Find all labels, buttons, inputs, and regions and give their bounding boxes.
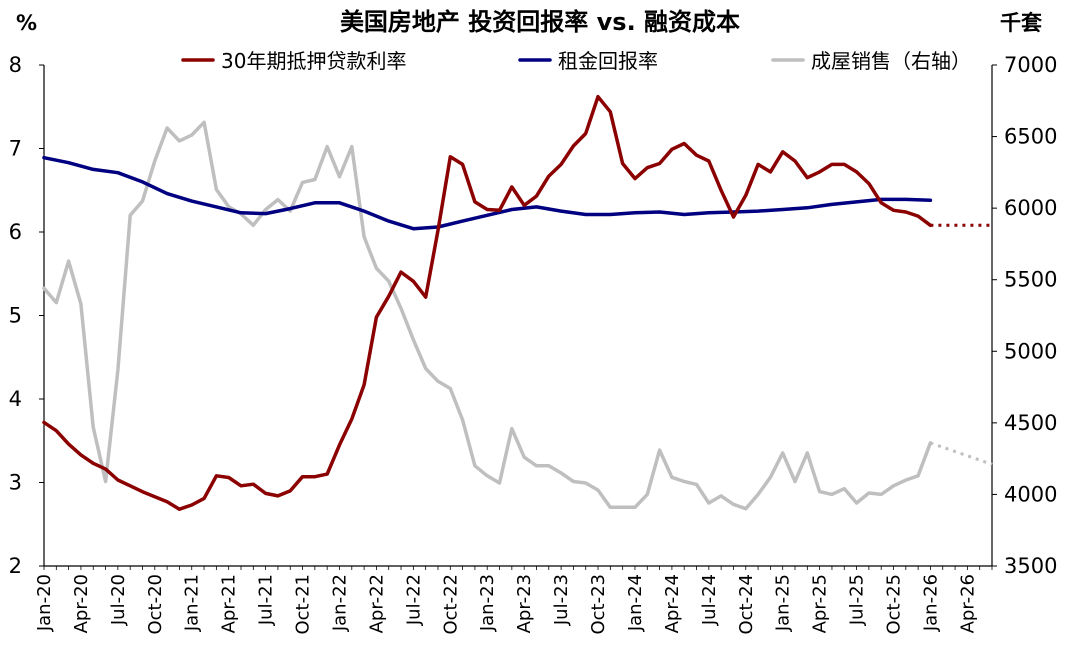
x-tick-label: Jan-25 — [773, 574, 794, 632]
x-tick-label: Jan-24 — [625, 574, 646, 632]
right-axis-unit: 千套 — [1000, 11, 1042, 35]
series-line-2 — [42, 120, 933, 511]
x-tick-label: Apr-26 — [957, 574, 978, 633]
left-tick-label: 6 — [9, 220, 22, 244]
x-tick-label: Oct-24 — [736, 574, 757, 635]
x-tick-label: Jul-25 — [847, 574, 868, 626]
legend: 30年期抵押贷款利率 租金回报率 成屋销售（右轴） — [181, 49, 971, 73]
series-line-1 — [42, 155, 933, 231]
x-tick-label: Jan-22 — [329, 574, 350, 632]
series-projection-2 — [929, 441, 993, 466]
x-tick-label: Oct-20 — [145, 574, 166, 635]
right-tick-label: 4000 — [1004, 482, 1057, 506]
x-tick-label: Apr-23 — [514, 574, 535, 633]
left-tick-label: 2 — [9, 554, 22, 578]
series-line-0 — [42, 94, 933, 511]
x-tick-label: Oct-25 — [884, 574, 905, 635]
x-tick-label: Apr-20 — [71, 574, 92, 633]
left-axis-unit: % — [16, 11, 37, 35]
x-tick-label: Jul-23 — [551, 574, 572, 626]
left-tick-label: 5 — [9, 304, 22, 328]
x-tick-label: Apr-24 — [662, 574, 683, 633]
left-tick-label: 8 — [9, 53, 22, 77]
x-tick-label: Jul-21 — [256, 574, 277, 626]
right-tick-label: 5000 — [1004, 339, 1057, 363]
x-tick-label: Apr-21 — [219, 574, 240, 633]
chart-title: 美国房地产 投资回报率 vs. 融资成本 — [340, 8, 740, 36]
x-tick-label: Jan-20 — [34, 574, 55, 632]
x-tick-label: Jul-20 — [108, 574, 129, 626]
right-tick-label: 6000 — [1004, 196, 1057, 220]
right-tick-label: 5500 — [1004, 268, 1057, 292]
legend-label-1: 租金回报率 — [558, 49, 658, 73]
right-tick-label: 3500 — [1004, 554, 1057, 578]
x-tick-label: Oct-23 — [588, 574, 609, 635]
legend-label-2: 成屋销售（右轴） — [811, 49, 971, 73]
series-layer — [42, 94, 993, 511]
x-tick-label: Jan-26 — [920, 574, 941, 632]
x-tick-label: Oct-21 — [293, 574, 314, 635]
x-tick-label: Apr-22 — [366, 574, 387, 633]
x-tick-label: Jan-23 — [477, 574, 498, 632]
left-tick-label: 7 — [9, 137, 22, 161]
legend-label-0: 30年期抵押贷款利率 — [221, 49, 406, 73]
left-tick-label: 3 — [9, 471, 22, 495]
right-tick-label: 7000 — [1004, 53, 1057, 77]
x-tick-label: Oct-22 — [440, 574, 461, 635]
x-tick-label: Jul-22 — [403, 574, 424, 626]
x-tick-label: Jan-21 — [182, 574, 203, 632]
right-tick-label: 6500 — [1004, 125, 1057, 149]
x-tick-label: Jul-24 — [699, 574, 720, 626]
axes: 2 3 4 5 6 7 8 3500 4000 4500 5000 5500 6000 6500 7000 J… — [9, 53, 1058, 635]
left-tick-label: 4 — [9, 387, 22, 411]
right-tick-label: 4500 — [1004, 411, 1057, 435]
x-tick-label: Apr-25 — [810, 574, 831, 633]
